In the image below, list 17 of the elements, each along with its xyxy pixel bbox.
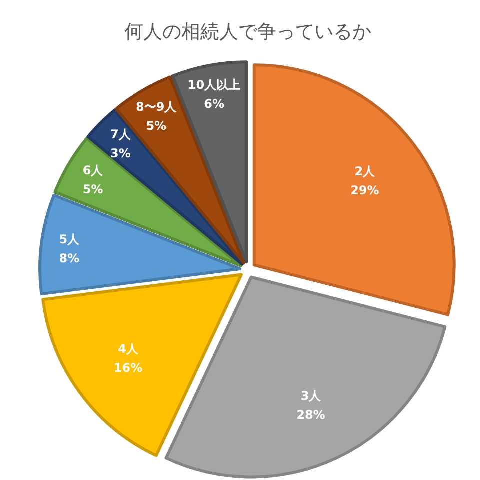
data-label: 16%	[114, 360, 143, 375]
slice-label: 5人	[59, 232, 81, 246]
data-label: 5%	[82, 182, 104, 196]
data-label: 5%	[146, 119, 167, 134]
slice-label: 3人	[300, 388, 322, 403]
data-label: 8%	[59, 251, 80, 266]
slice-label: 4人	[118, 342, 140, 356]
slice-label: 6人	[82, 163, 104, 178]
slice-label: 10人以上	[188, 78, 241, 92]
data-label: 3%	[110, 146, 131, 161]
slice-label: 7人	[110, 128, 132, 142]
data-label: 6%	[204, 97, 224, 112]
slice-label: 8〜9人	[136, 100, 178, 114]
chart-title: 何人の相続人で争っているか	[124, 21, 372, 43]
data-label: 28%	[296, 408, 326, 422]
slice-label: 2人	[354, 164, 376, 178]
data-label: 29%	[350, 183, 380, 198]
